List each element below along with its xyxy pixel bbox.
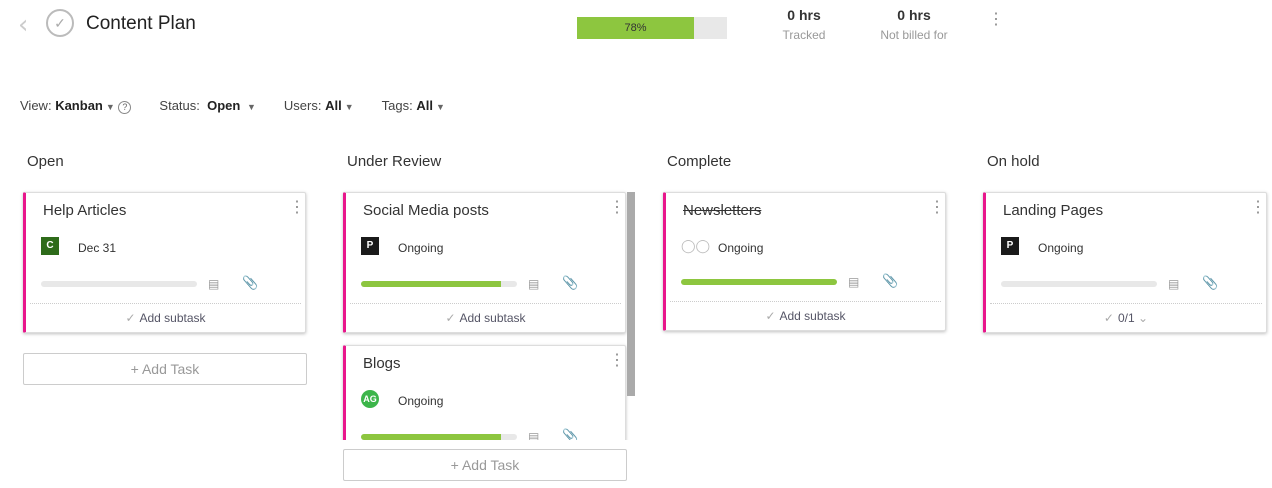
check-circle-icon: ✓ <box>1103 311 1114 325</box>
progress-label: 78% <box>577 17 694 39</box>
back-icon[interactable]: ‹ <box>18 10 29 40</box>
add-subtask-button[interactable]: ✓ Add subtask <box>346 311 625 325</box>
column-title-under-review: Under Review <box>347 153 442 170</box>
due-date: Ongoing <box>1038 241 1084 255</box>
not-billed-value: 0 hrs <box>897 7 931 23</box>
users-filter[interactable]: Users: All ▼ <box>284 98 354 114</box>
view-value: Kanban <box>55 98 103 113</box>
avatar: P <box>1001 237 1019 255</box>
card-title[interactable]: Landing Pages <box>1003 202 1104 219</box>
comment-icon[interactable]: ▤ <box>208 277 220 291</box>
status-label: Status: <box>159 98 200 113</box>
tags-filter[interactable]: Tags: All ▼ <box>382 98 445 114</box>
card-progress-bar <box>1001 281 1157 287</box>
due-date: Ongoing <box>398 394 444 408</box>
caret-down-icon: ▼ <box>435 102 445 112</box>
help-icon[interactable]: ? <box>118 101 132 114</box>
not-billed-stat: 0 hrs Not billed for <box>859 7 969 42</box>
avatar: AG <box>361 390 379 408</box>
not-billed-label: Not billed for <box>880 28 948 42</box>
caret-down-icon: ▼ <box>105 102 115 112</box>
status-filter[interactable]: Status: Open ▼ <box>159 98 255 114</box>
users-label: Users: <box>283 98 322 113</box>
under-review-scroll-area: Social Media posts ⋮ P Ongoing ▤ 📎 ✓ Add … <box>340 188 638 440</box>
comment-icon[interactable]: ▤ <box>1168 277 1180 291</box>
task-card[interactable]: Blogs ⋮ AG Ongoing ▤ 📎 <box>343 345 626 440</box>
add-subtask-label: Add subtask <box>459 311 526 325</box>
subtask-count: 0/1 <box>1117 311 1135 325</box>
caret-down-icon: ▼ <box>246 102 256 112</box>
tracked-label: Tracked <box>782 28 826 42</box>
column-title-open: Open <box>27 153 64 170</box>
tracked-stat: 0 hrs Tracked <box>749 7 859 42</box>
card-progress-bar <box>41 281 197 287</box>
column-title-complete: Complete <box>667 153 732 170</box>
comment-icon[interactable]: ▤ <box>528 430 540 440</box>
add-subtask-label: Add subtask <box>779 309 846 323</box>
users-value: All <box>325 98 342 113</box>
view-label: View: <box>20 98 52 113</box>
caret-down-icon: ▼ <box>344 102 354 112</box>
add-task-button[interactable]: + Add Task <box>23 353 307 385</box>
tags-label: Tags: <box>381 98 413 113</box>
task-card[interactable]: Landing Pages ⋮ P Ongoing ▤ 📎 ✓ 0/1 ⌄ <box>983 192 1267 333</box>
add-task-button[interactable]: + Add Task <box>343 449 627 481</box>
attachment-icon[interactable]: 📎 <box>562 428 579 440</box>
attachment-icon[interactable]: 📎 <box>882 273 899 288</box>
tags-value: All <box>416 98 433 113</box>
project-progress-bar: 78% <box>577 17 727 39</box>
card-title[interactable]: Help Articles <box>43 202 127 219</box>
due-date: Dec 31 <box>78 241 117 255</box>
complete-check-icon[interactable]: ✓ <box>46 9 74 37</box>
card-progress-bar <box>361 281 517 287</box>
card-title[interactable]: Newsletters <box>683 202 762 219</box>
chevron-down-icon: ⌄ <box>1138 311 1149 325</box>
subtask-toggle[interactable]: ✓ 0/1 ⌄ <box>986 311 1266 325</box>
tracked-value: 0 hrs <box>787 7 821 23</box>
card-progress-bar <box>681 279 837 285</box>
add-subtask-button[interactable]: ✓ Add subtask <box>26 311 305 325</box>
column-title-on-hold: On hold <box>987 153 1040 170</box>
card-menu-icon[interactable]: ⋮ <box>609 199 625 216</box>
card-title[interactable]: Social Media posts <box>363 202 489 219</box>
due-date: Ongoing <box>398 241 444 255</box>
card-progress-bar <box>361 434 517 440</box>
add-subtask-button[interactable]: ✓ Add subtask <box>666 309 945 323</box>
task-card[interactable]: Social Media posts ⋮ P Ongoing ▤ 📎 ✓ Add … <box>343 192 626 333</box>
check-circle-icon: ✓ <box>445 311 456 325</box>
task-card[interactable]: Newsletters ⋮ ◯◯ Ongoing ▤ 📎 ✓ Add subtas… <box>663 192 946 331</box>
attachment-icon[interactable]: 📎 <box>1202 275 1219 290</box>
comment-icon[interactable]: ▤ <box>528 277 540 291</box>
task-card[interactable]: Help Articles ⋮ C Dec 31 ▤ 📎 ✓ Add subtas… <box>23 192 306 333</box>
avatar: P <box>361 237 379 255</box>
check-circle-icon: ✓ <box>765 309 776 323</box>
attachment-icon[interactable]: 📎 <box>562 275 579 290</box>
page-title: Content Plan <box>86 13 196 34</box>
card-title[interactable]: Blogs <box>363 355 401 372</box>
card-menu-icon[interactable]: ⋮ <box>289 199 305 216</box>
scrollbar[interactable] <box>627 192 635 396</box>
check-circle-icon: ✓ <box>125 311 136 325</box>
card-menu-icon[interactable]: ⋮ <box>1250 199 1266 216</box>
group-icon: ◯◯ <box>681 238 711 253</box>
due-date: Ongoing <box>718 241 764 255</box>
view-filter[interactable]: View: Kanban ▼ ? <box>20 98 132 114</box>
attachment-icon[interactable]: 📎 <box>242 275 259 290</box>
more-menu-icon[interactable]: ⋮ <box>988 11 1004 28</box>
comment-icon[interactable]: ▤ <box>848 275 860 289</box>
add-subtask-label: Add subtask <box>139 311 206 325</box>
avatar: C <box>41 237 59 255</box>
card-menu-icon[interactable]: ⋮ <box>929 199 945 216</box>
status-value: Open <box>207 98 241 113</box>
filter-bar: View: Kanban ▼ ? Status: Open ▼ Users: Al… <box>20 98 473 114</box>
card-menu-icon[interactable]: ⋮ <box>609 352 625 369</box>
